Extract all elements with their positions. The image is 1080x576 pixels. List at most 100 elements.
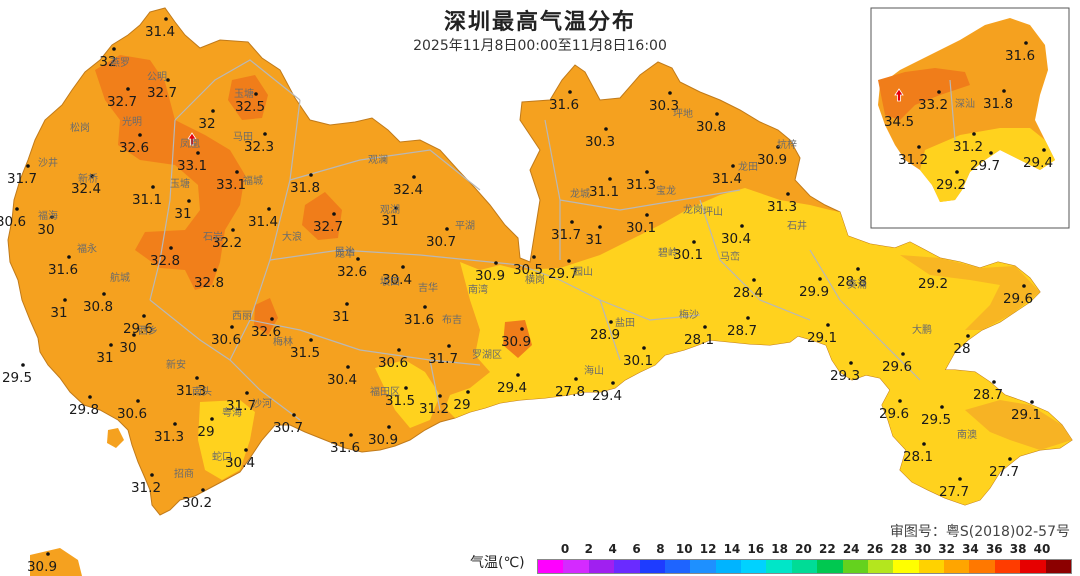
district-label: 吉华 xyxy=(418,281,438,294)
station-temperature: 32.7 xyxy=(107,94,137,110)
legend-swatch xyxy=(893,560,919,573)
station-dot xyxy=(132,333,136,337)
district-label: 坂田 xyxy=(380,276,400,288)
station-dot xyxy=(138,133,142,137)
station-dot xyxy=(645,170,649,174)
station-dot xyxy=(211,109,215,113)
station-temperature: 31.7 xyxy=(7,171,37,187)
district-label: 松岗 xyxy=(70,121,90,134)
station-dot xyxy=(466,390,470,394)
station-temperature: 30.6 xyxy=(117,406,147,422)
district-label: 福田区 xyxy=(370,385,400,398)
station-dot xyxy=(387,425,391,429)
station-temperature: 31.6 xyxy=(48,262,78,278)
legend-swatch xyxy=(588,560,615,573)
station-dot xyxy=(992,380,996,384)
district-label: 南湾 xyxy=(468,283,488,296)
island-south xyxy=(30,548,82,576)
station-dot xyxy=(1002,89,1006,93)
station-dot xyxy=(213,268,217,272)
station-dot xyxy=(88,395,92,399)
station-dot xyxy=(15,207,19,211)
station-temperature: 31.2 xyxy=(419,401,449,417)
legend-swatch xyxy=(918,560,944,573)
district-label: 马田 xyxy=(233,131,253,143)
station-temperature: 32.8 xyxy=(150,253,180,269)
district-label: 平湖 xyxy=(455,220,475,232)
hot-zone-longhua xyxy=(302,192,342,240)
max-arrow-icon xyxy=(894,88,904,102)
station-temperature: 31.2 xyxy=(898,152,928,168)
district-label: 燕罗 xyxy=(110,57,130,69)
district-label: 沙井 xyxy=(38,156,58,169)
district-label: 罗湖区 xyxy=(472,349,502,361)
district-label: 龙华 xyxy=(335,247,355,260)
hot-zone-buji xyxy=(503,320,532,358)
station-temperature: 32.5 xyxy=(235,99,265,115)
district-label: 葵涌 xyxy=(847,279,867,291)
station-dot xyxy=(230,325,234,329)
station-temperature: 30.3 xyxy=(585,134,615,150)
district-label: 园山 xyxy=(573,266,593,278)
district-label: 布吉 xyxy=(442,314,462,326)
station-temperature: 33.1 xyxy=(177,158,207,174)
district-label: 凤凰 xyxy=(180,138,200,150)
station-dot xyxy=(752,278,756,282)
station-temperature: 31.8 xyxy=(983,96,1013,112)
station-dot xyxy=(520,327,524,331)
station-temperature: 30.9 xyxy=(501,334,531,350)
station-dot xyxy=(173,422,177,426)
district-label: 南澳 xyxy=(957,428,977,441)
station-dot xyxy=(1030,400,1034,404)
station-temperature: 33.2 xyxy=(918,97,948,113)
station-dot xyxy=(46,552,50,556)
station-temperature: 29.6 xyxy=(879,406,909,422)
station-temperature: 30.1 xyxy=(673,247,703,263)
station-temperature: 30.8 xyxy=(696,119,726,135)
station-temperature: 31.7 xyxy=(226,398,256,414)
district-label: 粤海 xyxy=(222,406,242,419)
station-dot xyxy=(102,292,106,296)
station-dot xyxy=(849,361,853,365)
legend-tick: 16 xyxy=(747,542,765,556)
station-temperature: 29.4 xyxy=(592,388,622,404)
station-dot xyxy=(151,185,155,189)
district-label: 坑梓 xyxy=(777,138,797,151)
district-label: 大鹏 xyxy=(912,323,932,336)
station-dot xyxy=(245,391,249,395)
legend-tick: 18 xyxy=(771,542,788,556)
legend-tick: 6 xyxy=(632,542,641,556)
station-dot xyxy=(423,305,427,309)
legend-swatch xyxy=(741,560,767,573)
station-temperature: 31.7 xyxy=(428,351,458,367)
inset-border xyxy=(949,79,956,141)
station-temperature: 31 xyxy=(381,213,398,229)
station-temperature: 30.4 xyxy=(382,272,412,288)
island-neilingding xyxy=(107,428,124,448)
station-dot xyxy=(901,352,905,356)
station-dot xyxy=(668,91,672,95)
station-temperature: 30.4 xyxy=(721,231,751,247)
station-dot xyxy=(109,343,113,347)
district-label: 福海 xyxy=(38,209,58,222)
station-dot xyxy=(142,314,146,318)
station-temperature: 30.9 xyxy=(475,268,505,284)
station-dot xyxy=(309,338,313,342)
station-temperature: 31.3 xyxy=(767,199,797,215)
station-dot xyxy=(937,269,941,273)
station-temperature: 29.6 xyxy=(1003,291,1033,307)
station-temperature: 29 xyxy=(197,424,214,440)
district-label: 大浪 xyxy=(282,230,302,243)
station-temperature: 29.2 xyxy=(918,276,948,292)
station-dot xyxy=(292,413,296,417)
station-dot xyxy=(937,90,941,94)
station-dot xyxy=(309,173,313,177)
station-temperature: 29.6 xyxy=(882,359,912,375)
station-dot xyxy=(412,175,416,179)
station-temperature: 27.7 xyxy=(989,464,1019,480)
station-temperature: 30.9 xyxy=(757,152,787,168)
district-label: 西丽 xyxy=(232,311,252,322)
station-temperature: 32 xyxy=(99,54,116,70)
station-temperature: 30.2 xyxy=(182,495,212,511)
station-dot xyxy=(404,386,408,390)
